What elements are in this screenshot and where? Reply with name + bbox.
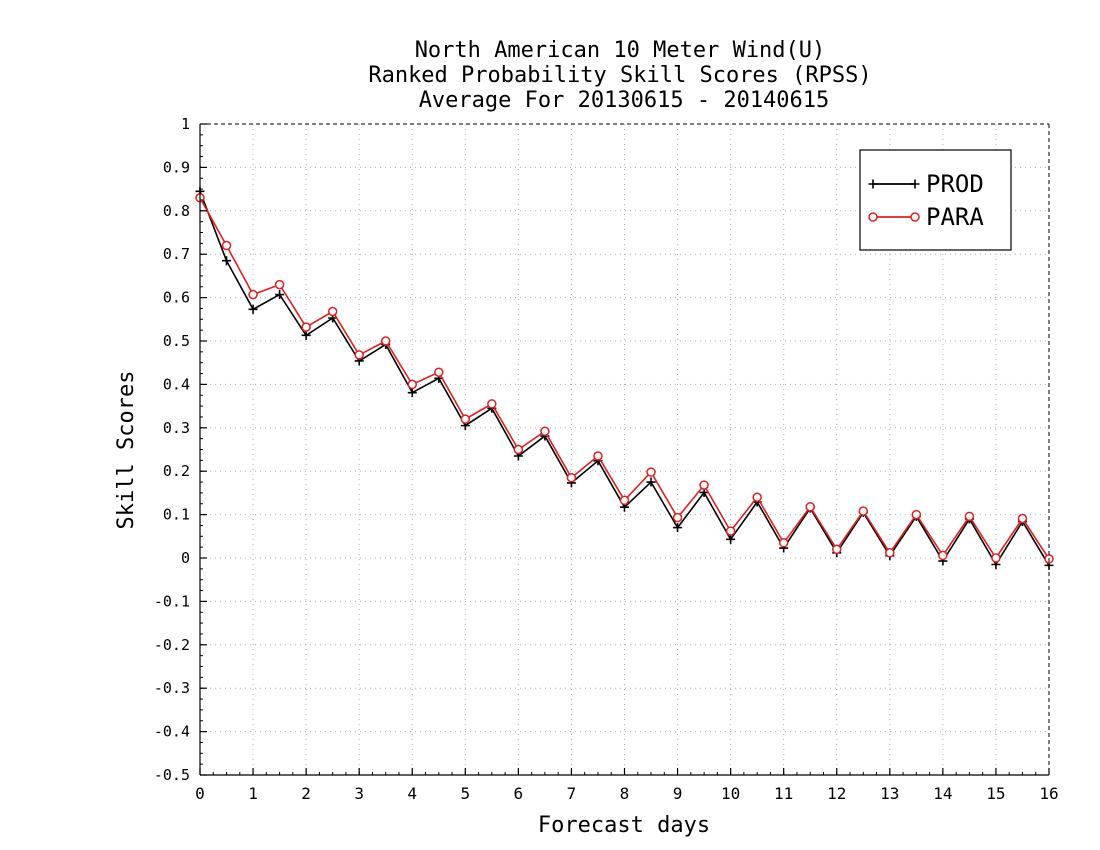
y-tick-label: 0.4 [163,375,190,393]
data-point-para [407,379,417,390]
x-tick-label: 11 [774,784,793,803]
data-point-prod [673,523,683,533]
x-tick-label: 15 [986,784,1005,803]
data-point-para [858,506,869,516]
legend-item-prod: PROD [868,170,984,198]
legend-marker-plus [868,179,878,189]
data-point-prod [646,477,656,487]
data-point-para [672,512,683,523]
data-point-para [301,322,311,332]
data-point-para [593,451,603,461]
data-point-para [725,526,736,536]
title-line-2: Ranked Probability Skill Scores (RPSS) [368,63,871,88]
legend-item-para: PARA [868,203,984,231]
axes: 0 1 2 3 4 5 6 7 8 9 10 11 12 13 14 15 16-0.5-0.4-0.3-0.2… [154,115,1059,803]
y-tick-label: -0.3 [154,679,190,697]
x-tick-label: 13 [880,784,899,803]
legend-box [859,149,1012,251]
data-point-para [1017,513,1028,524]
y-tick-label: 0.1 [163,506,190,524]
y-tick-label: -0.1 [154,592,190,610]
x-tick-label: 12 [827,784,846,803]
data-point-para [938,550,948,561]
y-tick-label: 1 [181,115,190,133]
legend: PROD PARA [859,149,1012,251]
data-point-para [274,279,285,290]
data-point-para [248,289,258,300]
data-point-para [964,511,975,522]
x-tick-label: 10 [721,784,740,803]
data-point-para [646,467,656,477]
data-point-prod [726,534,736,544]
legend-marker-circle [910,212,920,222]
data-point-para [885,548,895,558]
data-point-prod [222,256,232,266]
y-tick-label: -0.5 [154,766,190,784]
y-tick-label: 0 [181,549,190,567]
legend-label: PROD [926,170,984,198]
x-tick-label: 7 [567,784,577,803]
y-tick-label: 0.5 [163,332,190,350]
data-point-prod [248,304,258,314]
data-point-para [380,336,391,346]
y-tick-label: 0.9 [163,158,190,176]
x-tick-label: 2 [301,784,311,803]
data-point-para [699,480,709,490]
data-point-prod [407,388,417,398]
legend-marker-plus [910,179,920,189]
data-point-para [911,509,922,520]
x-tick-label: 5 [460,784,470,803]
data-point-para [991,553,1001,563]
x-tick-label: 0 [195,784,205,803]
y-tick-label: -0.2 [154,636,190,654]
data-point-prod [301,330,311,340]
data-point-para [460,414,471,424]
data-point-para [805,502,815,512]
data-point-para [619,495,630,506]
data-point-para [752,492,762,502]
data-point-para [566,472,577,483]
y-tick-label: -0.4 [154,723,190,741]
y-tick-label: 0.6 [163,289,190,307]
data-point-para [221,240,232,251]
title-line-3: Average For 20130615 - 20140615 [419,88,830,113]
series-lines [195,186,1054,570]
chart-title: North American 10 Meter Wind(U) Ranked P… [368,38,871,113]
x-tick-label: 6 [514,784,524,803]
x-axis-label: Forecast days [538,813,710,838]
x-tick-label: 1 [248,784,258,803]
data-point-para [327,306,338,317]
data-point-para [540,426,550,437]
data-point-prod [275,290,285,300]
data-point-para [487,399,497,409]
y-tick-label: 0.8 [163,202,190,220]
data-point-para [832,544,842,555]
y-tick-label: 0.2 [163,462,190,480]
x-tick-label: 14 [933,784,952,803]
y-tick-label: 0.7 [163,245,190,263]
y-tick-label: 0.3 [163,419,190,437]
x-tick-label: 9 [673,784,683,803]
title-line-1: North American 10 Meter Wind(U) [415,38,826,63]
data-point-para [354,350,364,360]
x-tick-label: 16 [1039,784,1058,803]
x-tick-label: 8 [620,784,630,803]
data-point-para [434,367,444,377]
x-tick-label: 3 [354,784,364,803]
legend-marker-circle [868,212,878,222]
x-tick-label: 4 [407,784,417,803]
legend-label: PARA [926,203,984,231]
data-point-para [513,444,524,455]
data-point-para [778,538,789,548]
y-axis-label: Skill Scores [114,371,139,530]
